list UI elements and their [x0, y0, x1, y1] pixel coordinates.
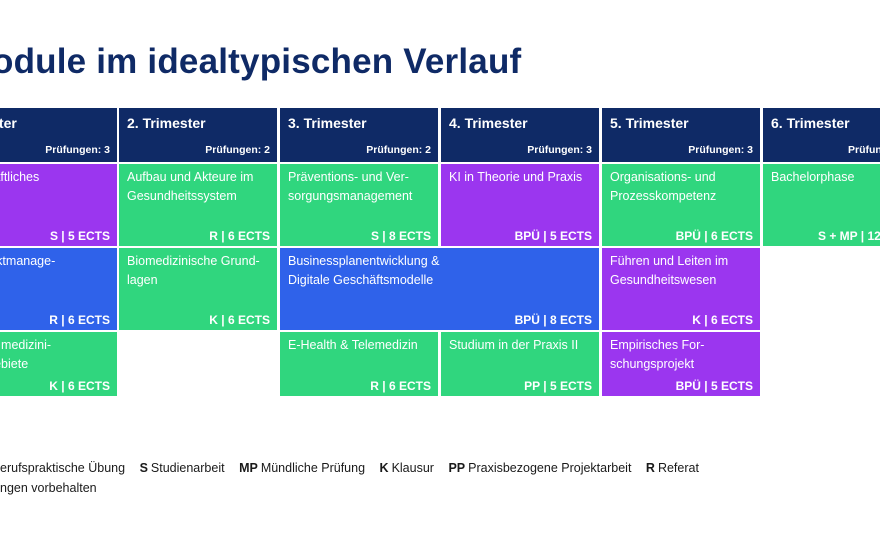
module-assessment: K | 6 ECTS: [692, 313, 753, 327]
module-name: neine medizini- achgebiete: [0, 338, 52, 371]
legend-label: erufspraktische Übung: [0, 461, 126, 475]
trimester-column-3: 3. Trimester Prüfungen: 2: [280, 108, 438, 162]
module-assessment: BPÜ | 6 ECTS: [675, 229, 753, 243]
module-assessment: K | 6 ECTS: [209, 313, 270, 327]
legend-label: Referat: [657, 461, 699, 475]
module-name: Aufbau und Akteure im Gesundheitssystem: [127, 170, 254, 203]
trimester-name: 6. Trimester: [771, 115, 850, 131]
trimester-name: 2. Trimester: [127, 115, 206, 131]
module-assessment: R | 6 ECTS: [209, 229, 270, 243]
module-card: Projektmanage- R | 6 ECTS: [0, 248, 117, 330]
trimester-header: 2. Trimester Prüfungen: 2: [119, 108, 277, 162]
module-card: Führen und Leiten im Gesundheitswesen K …: [602, 248, 760, 330]
module-name: Biomedizinische Grund- lagen: [127, 254, 260, 287]
module-card: Biomedizinische Grund- lagen K | 6 ECTS: [119, 248, 277, 330]
module-card: E-Health & Telemedizin R | 6 ECTS: [280, 332, 438, 396]
module-name: KI in Theorie und Praxis: [449, 170, 583, 184]
module-name: Präventions- und Ver- sorgungsmanagement: [288, 170, 413, 203]
legend-abbr: K: [379, 461, 389, 475]
module-card: nschaftliches en S | 5 ECTS: [0, 164, 117, 246]
trimester-exam-count: Prüfungen: 2: [205, 144, 270, 156]
module-assessment: BPÜ | 8 ECTS: [514, 313, 592, 327]
legend-item: S Studienarbeit: [140, 461, 225, 475]
trimester-header: 5. Trimester Prüfungen: 3: [602, 108, 760, 162]
trimester-header: 3. Trimester Prüfungen: 2: [280, 108, 438, 162]
legend-item: MP Mündliche Prüfung: [239, 461, 365, 475]
module-card: Bachelorphase S + MP | 12: [763, 164, 880, 246]
module-assessment: PP | 5 ECTS: [524, 379, 592, 393]
footnote: ngen vorbehalten: [0, 481, 97, 495]
legend-label: Mündliche Prüfung: [260, 461, 366, 475]
trimester-name: 5. Trimester: [610, 115, 689, 131]
module-card: Empirisches For- schungsprojekt BPÜ | 5 …: [602, 332, 760, 396]
trimester-column-4: 4. Trimester Prüfungen: 3: [441, 108, 599, 162]
module-card: Aufbau und Akteure im Gesundheitssystem …: [119, 164, 277, 246]
legend-item: erufspraktische Übung: [0, 461, 125, 475]
page-title: odule im idealtypischen Verlauf: [0, 42, 522, 81]
trimester-exam-count: Prüfungen: 3: [688, 144, 753, 156]
module-name: nschaftliches en: [0, 170, 40, 184]
trimester-column-5: 5. Trimester Prüfungen: 3: [602, 108, 760, 162]
module-name: Studium in der Praxis II: [449, 338, 579, 352]
trimester-header: imester Prüfungen: 3: [0, 108, 117, 162]
trimester-column-1: imester Prüfungen: 3: [0, 108, 117, 162]
trimester-header: 4. Trimester Prüfungen: 3: [441, 108, 599, 162]
module-assessment: R | 6 ECTS: [49, 313, 110, 327]
legend-abbr: PP: [448, 461, 466, 475]
trimester-header: 6. Trimester Prüfun: [763, 108, 880, 162]
module-name: Organisations- und Prozesskompetenz: [610, 170, 717, 203]
legend-label: Praxisbezogene Projektarbeit: [468, 461, 632, 475]
module-assessment: S + MP | 12: [818, 229, 880, 243]
module-name: E-Health & Telemedizin: [288, 338, 418, 352]
module-card: Studium in der Praxis II PP | 5 ECTS: [441, 332, 599, 396]
module-name: Businessplanentwicklung & Digitale Gesch…: [288, 254, 440, 287]
module-name: Führen und Leiten im Gesundheitswesen: [610, 254, 729, 287]
trimester-name: imester: [0, 115, 17, 131]
legend-item: K Klausur: [380, 461, 434, 475]
legend-item: PP Praxisbezogene Projektarbeit: [448, 461, 631, 475]
trimester-exam-count: Prüfungen: 2: [366, 144, 431, 156]
trimester-column-6: 6. Trimester Prüfun: [763, 108, 880, 162]
module-card: Organisations- und Prozesskompetenz BPÜ …: [602, 164, 760, 246]
module-card: neine medizini- achgebiete K | 6 ECTS: [0, 332, 117, 396]
trimester-exam-count: Prüfun: [848, 144, 880, 156]
module-assessment: K | 6 ECTS: [49, 379, 110, 393]
legend-label: Studienarbeit: [150, 461, 225, 475]
legend-abbr: S: [139, 461, 148, 475]
module-assessment: BPÜ | 5 ECTS: [675, 379, 753, 393]
legend-abbr: MP: [239, 461, 258, 475]
legend: erufspraktische Übung S Studienarbeit MP M…: [0, 461, 710, 475]
trimester-name: 3. Trimester: [288, 115, 367, 131]
module-assessment: S | 5 ECTS: [49, 229, 110, 243]
module-name: Bachelorphase: [771, 170, 855, 184]
trimester-exam-count: Prüfungen: 3: [45, 144, 110, 156]
trimester-name: 4. Trimester: [449, 115, 528, 131]
module-name: Empirisches For- schungsprojekt: [610, 338, 705, 371]
module-card: KI in Theorie und Praxis BPÜ | 5 ECTS: [441, 164, 599, 246]
module-card: Businessplanentwicklung & Digitale Gesch…: [280, 248, 599, 330]
module-assessment: S | 8 ECTS: [370, 229, 431, 243]
trimester-column-2: 2. Trimester Prüfungen: 2: [119, 108, 277, 162]
module-assessment: R | 6 ECTS: [370, 379, 431, 393]
legend-label: Klausur: [391, 461, 434, 475]
module-assessment: BPÜ | 5 ECTS: [514, 229, 592, 243]
module-card: Präventions- und Ver- sorgungsmanagement…: [280, 164, 438, 246]
legend-abbr: R: [645, 461, 655, 475]
legend-item: R Referat: [646, 461, 699, 475]
trimester-exam-count: Prüfungen: 3: [527, 144, 592, 156]
module-name: Projektmanage-: [0, 254, 56, 268]
